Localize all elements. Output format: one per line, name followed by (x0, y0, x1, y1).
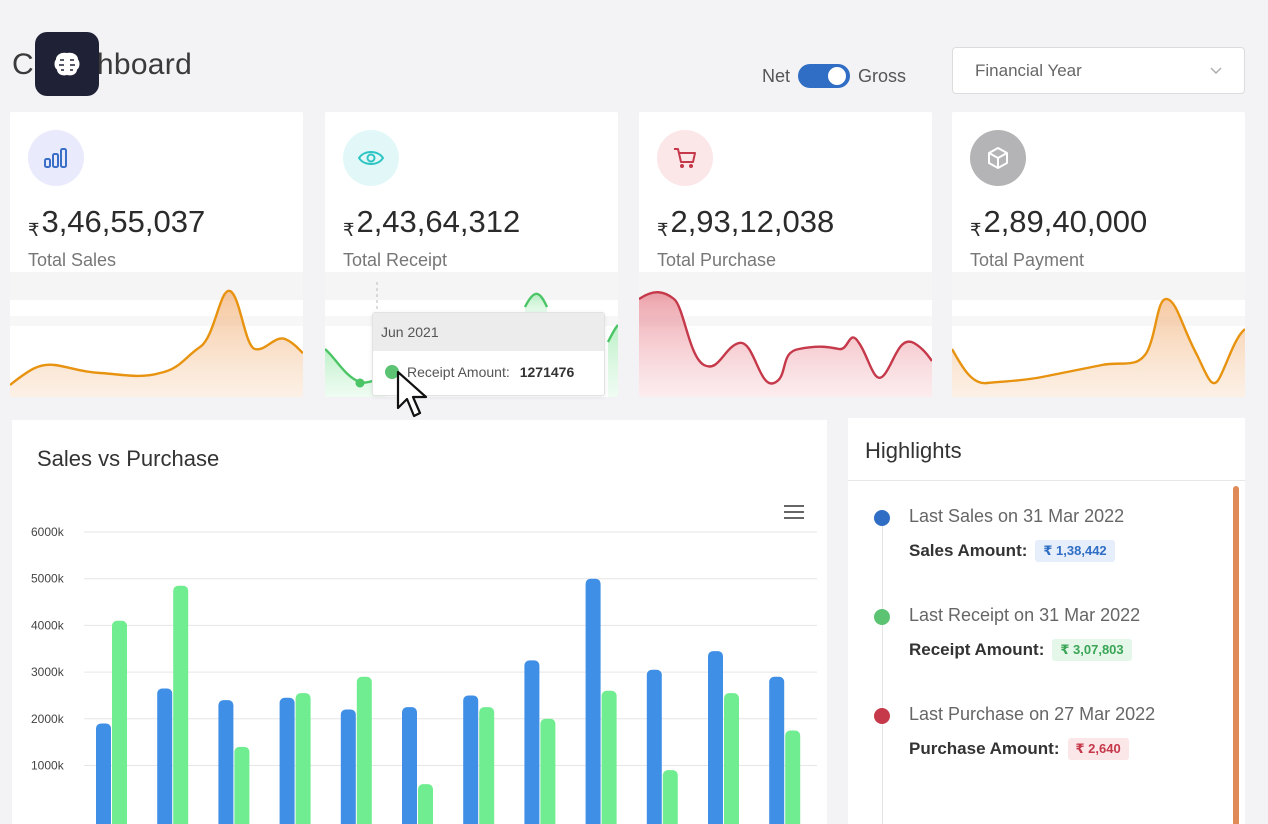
mouse-pointer-icon (396, 370, 428, 418)
chart-title: Sales vs Purchase (37, 446, 220, 471)
bar-series-1-4[interactable] (356, 676, 372, 824)
bar-series-0-8[interactable] (585, 578, 601, 824)
bar-series-1-0[interactable] (112, 620, 127, 824)
tooltip-marker (385, 365, 399, 379)
toggle-gross-label: Gross (858, 65, 907, 86)
bar-series-1-3[interactable] (295, 693, 311, 824)
tooltip-title: Jun 2021 (373, 313, 604, 351)
total-receipt-card[interactable]: ₹2,43,64,312 Total Receipt (325, 112, 618, 397)
toggle-net-label: Net (762, 65, 791, 86)
stat-value: ₹2,89,40,000 (970, 204, 1148, 240)
y-tick-label: 1000k (31, 759, 65, 773)
y-tick-label: 3000k (31, 665, 65, 679)
y-tick-label: 2000k (31, 712, 65, 726)
bar-series-0-10[interactable] (708, 651, 723, 824)
stat-value: ₹3,46,55,037 (28, 204, 206, 240)
tooltip-label: Receipt Amount: (407, 364, 510, 380)
bar-series-0-0[interactable] (96, 723, 111, 824)
stat-label: Total Sales (28, 250, 117, 270)
bar-series-0-7[interactable] (524, 660, 540, 824)
toggle-switch[interactable] (798, 64, 851, 88)
amount-badge: ₹ 1,38,442 (1035, 540, 1115, 562)
purchase-sparkline (639, 291, 932, 397)
y-tick-label: 5000k (31, 572, 65, 586)
bar-series-1-2[interactable] (234, 746, 250, 824)
highlights-scrollbar[interactable] (1233, 486, 1239, 824)
tooltip-value: 1271476 (519, 364, 575, 380)
stat-label: Total Purchase (657, 250, 777, 270)
stat-value: ₹2,93,12,038 (657, 204, 835, 240)
bar-series-0-9[interactable] (646, 669, 662, 824)
eye-icon (343, 130, 399, 186)
sales-vs-purchase-panel: Sales vs Purchase 6000k 5000k 4000k 3000k 20… (12, 420, 827, 824)
cart-icon (657, 130, 713, 186)
timeline-dot (874, 708, 890, 724)
stat-label: Total Receipt (343, 250, 448, 270)
highlights-panel: Highlights Last Sales on 31 Mar 2022 Sal… (848, 418, 1245, 824)
bar-series-1-1[interactable] (173, 585, 189, 824)
select-value: Financial Year (975, 60, 1082, 80)
chevron-down-icon (1210, 67, 1222, 74)
brain-logo-icon[interactable] (35, 32, 99, 96)
amount-badge: ₹ 2,640 (1067, 738, 1129, 760)
bar-series-1-5[interactable] (418, 784, 433, 824)
amount-badge: ₹ 3,07,803 (1052, 639, 1132, 661)
sales-sparkline (10, 289, 303, 397)
timeline-dot (874, 609, 890, 625)
chart-menu-icon[interactable] (783, 504, 805, 520)
bar-chart-icon (28, 130, 84, 186)
bar-chart: 6000k 5000k 4000k 3000k 2000k 1000k (31, 525, 817, 824)
bar-series-1-9[interactable] (662, 770, 678, 824)
bar-series-0-4[interactable] (340, 709, 356, 824)
stat-label: Total Payment (970, 250, 1085, 270)
bar-series-0-3[interactable] (279, 697, 295, 824)
box-icon (970, 130, 1026, 186)
payment-sparkline (952, 297, 1245, 397)
net-gross-toggle[interactable]: Net Gross (762, 64, 906, 88)
receipt-sparkline (325, 282, 618, 397)
bar-series-0-2[interactable] (218, 700, 234, 824)
highlights-title: Highlights (865, 438, 962, 463)
bar-series-1-8[interactable] (601, 690, 617, 824)
y-tick-label: 4000k (31, 618, 65, 632)
bar-series-1-11[interactable] (785, 730, 801, 824)
total-purchase-card[interactable]: ₹2,93,12,038 Total Purchase (639, 112, 932, 397)
y-tick-label: 6000k (31, 525, 65, 539)
bar-series-0-11[interactable] (769, 676, 785, 824)
bar-series-1-10[interactable] (724, 693, 739, 824)
bar-series-1-7[interactable] (540, 718, 556, 824)
bar-series-0-6[interactable] (463, 695, 479, 824)
bar-series-0-1[interactable] (157, 688, 173, 824)
bar-series-1-6[interactable] (479, 707, 495, 824)
total-sales-card[interactable]: ₹3,46,55,037 Total Sales (10, 112, 303, 397)
stat-value: ₹2,43,64,312 (343, 204, 521, 240)
bar-series-0-5[interactable] (402, 707, 417, 824)
total-payment-card[interactable]: ₹2,89,40,000 Total Payment (952, 112, 1245, 397)
financial-year-select[interactable]: Financial Year (952, 47, 1245, 94)
timeline-dot (874, 510, 890, 526)
